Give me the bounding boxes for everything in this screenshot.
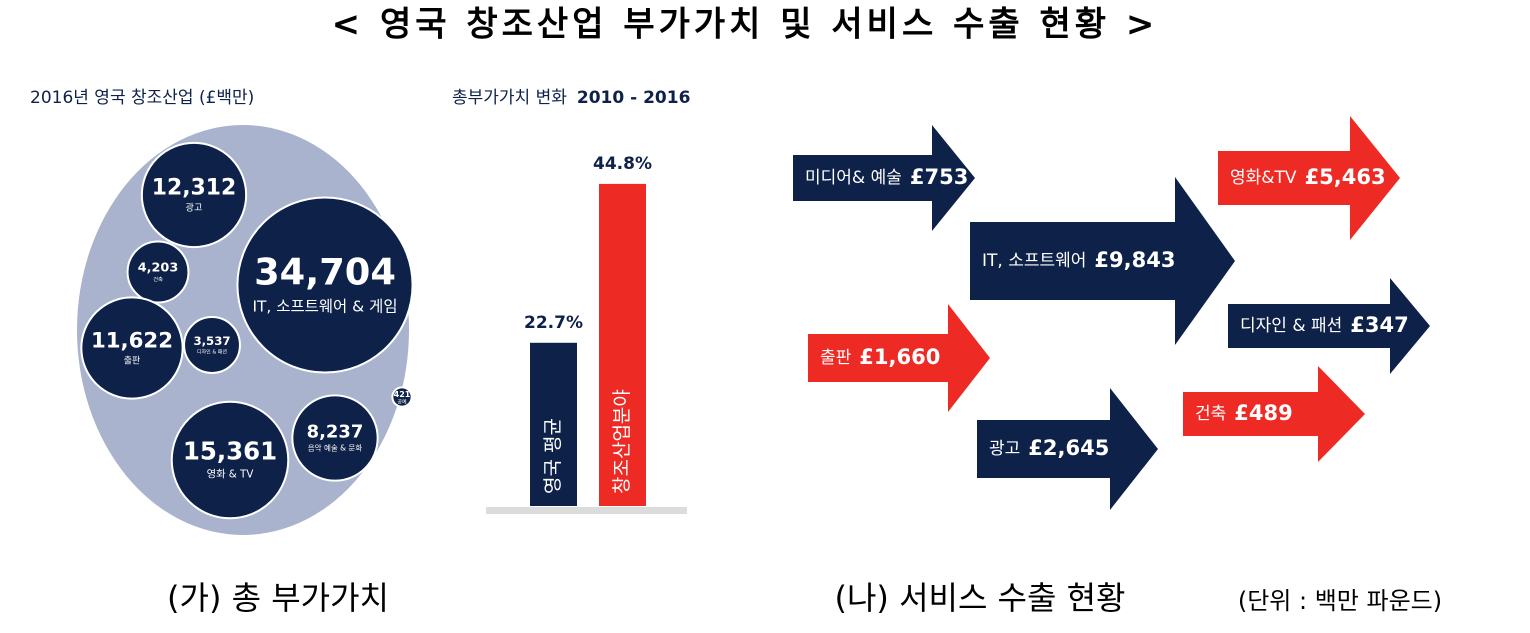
arrow-category: 광고	[989, 439, 1020, 459]
arrow-value: £753	[910, 165, 968, 189]
arrow-label: 영화&TV £5,463	[1230, 165, 1386, 189]
arrow	[808, 304, 990, 412]
caption-unit: (단위 : 백만 파운드)	[1238, 587, 1442, 615]
bubble-label: 영화 & TV	[207, 469, 254, 481]
arrow-label: 디자인 & 패션 £347	[1240, 313, 1409, 337]
bubble-label: 광고	[186, 202, 203, 214]
arrow-label: 출판 £1,660	[820, 345, 940, 369]
bar-title-text: 총부가가치 변화	[452, 88, 567, 108]
bubble	[183, 316, 241, 374]
arrow-category: 미디어& 예술	[805, 168, 902, 188]
arrow-value: £2,645	[1028, 436, 1109, 460]
bar-value-label: 44.8%	[593, 154, 652, 174]
bubble-value: 4,203	[138, 261, 178, 276]
arrow-label: 건축 £489	[1195, 401, 1293, 425]
bubble-value: 3,537	[193, 334, 230, 348]
arrow-label: IT, 소프트웨어 £9,843	[982, 248, 1175, 272]
bubble	[80, 296, 184, 400]
bubble-value: 421	[394, 390, 411, 399]
caption-left: (가) 총 부가가치	[167, 579, 389, 617]
bubble-value: 11,622	[91, 329, 173, 354]
bar	[530, 342, 577, 506]
bubble	[236, 196, 414, 374]
arrow-value: £5,463	[1305, 165, 1386, 189]
bar-title: 총부가가치 변화 2010 - 2016	[452, 88, 690, 108]
arrow-category: 영화&TV	[1230, 168, 1297, 188]
bubble-label: IT, 소프트웨어 & 게임	[252, 298, 397, 316]
bubble	[126, 240, 190, 304]
bubble-value: 8,237	[307, 422, 364, 443]
caption-right: (나) 서비스 수출 현황	[834, 579, 1125, 617]
bar	[599, 183, 646, 506]
arrow-category: IT, 소프트웨어	[982, 251, 1086, 271]
arrow-value: £1,660	[859, 345, 940, 369]
bubble	[291, 394, 379, 482]
arrow-label: 미디어& 예술 £753	[805, 165, 968, 189]
arrow-category: 출판	[820, 348, 852, 368]
bubble-title: 2016년 영국 창조산업 (£백만)	[30, 88, 254, 108]
bubble-label: 디자인 & 패션	[197, 349, 227, 356]
bubble	[391, 386, 413, 408]
arrow-value: £489	[1234, 401, 1292, 425]
page-title: < 영국 창조산업 부가가치 및 서비스 수출 현황 >	[332, 5, 1159, 45]
bubble-label: 음악 예술 & 문화	[308, 443, 363, 453]
bar-base	[486, 507, 687, 514]
bar-category-label: 창조산업분야	[611, 389, 633, 494]
bar-subtitle: 2010 - 2016	[577, 88, 691, 108]
arrow-label: 광고 £2,645	[989, 436, 1109, 460]
bubble-value: 34,704	[254, 250, 396, 293]
arrow	[793, 125, 975, 231]
bubble-label: 출판	[124, 355, 140, 366]
arrow-category: 디자인 & 패션	[1240, 316, 1342, 336]
arrow	[1183, 366, 1365, 462]
bubble	[170, 400, 290, 520]
bubble-value: 12,312	[152, 175, 236, 200]
arrow	[1228, 278, 1430, 374]
bubble-value: 15,361	[183, 437, 277, 466]
arrow-value: £9,843	[1094, 248, 1175, 272]
bubble	[140, 141, 248, 249]
bubble-label: 건축	[153, 275, 163, 283]
arrow	[1218, 116, 1400, 240]
bubble-label: 공예	[397, 398, 407, 405]
arrow-value: £347	[1350, 313, 1408, 337]
arrow	[977, 388, 1158, 510]
arrow-category: 건축	[1195, 404, 1226, 424]
bar-value-label: 22.7%	[524, 313, 583, 333]
arrow	[970, 177, 1235, 345]
bar-category-label: 영국 평균	[542, 418, 564, 494]
